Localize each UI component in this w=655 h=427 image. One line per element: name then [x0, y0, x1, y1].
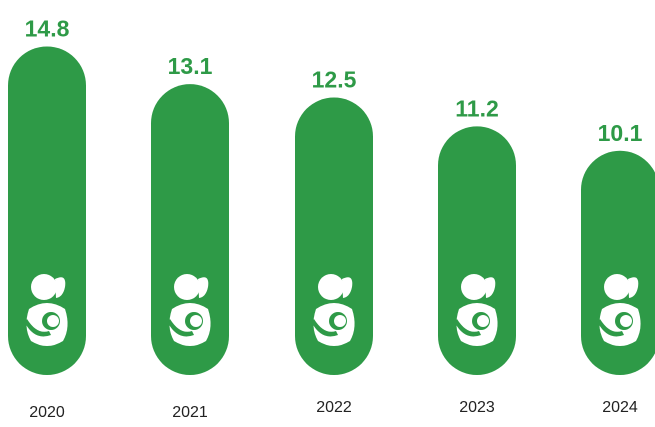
bar-group-2021: 13.1 2021: [151, 53, 229, 421]
year-label-2023: 2023: [459, 399, 495, 416]
bar-2021: [151, 84, 229, 376]
baby-head-shape: [190, 315, 202, 327]
year-label-2021: 2021: [172, 404, 208, 421]
value-label-2020: 14.8: [25, 15, 70, 41]
mother-ponytail-shape: [342, 277, 353, 298]
mother-head-shape: [174, 274, 200, 300]
mother-arm-cutout: [25, 319, 51, 337]
baby-head-shape: [334, 315, 346, 327]
baby-head-shape: [477, 315, 489, 327]
breastfeeding-mother-icon: [168, 274, 211, 346]
bar-group-2022: 12.5 2022: [295, 67, 373, 416]
value-label-2022: 12.5: [312, 67, 357, 93]
baby-head-shape: [47, 315, 59, 327]
mother-ponytail-shape: [55, 277, 66, 298]
breastfeeding-mother-icon: [598, 274, 641, 346]
mother-head-shape: [604, 274, 630, 300]
value-label-2023: 11.2: [455, 95, 499, 121]
breastfeeding-mother-icon: [312, 274, 355, 346]
value-label-2021: 13.1: [168, 53, 213, 79]
mother-ponytail-shape: [198, 277, 209, 298]
breastfeeding-mother-icon: [455, 274, 498, 346]
mother-head-shape: [318, 274, 344, 300]
bar-2022: [295, 97, 373, 375]
year-label-2020: 2020: [29, 404, 65, 421]
mother-arm-cutout: [312, 319, 338, 337]
mother-ponytail-shape: [485, 277, 496, 298]
bar-2020: [8, 46, 86, 375]
baby-head-shape: [620, 315, 632, 327]
bar-group-2020: 14.8 2020: [8, 15, 86, 421]
year-label-2022: 2022: [316, 399, 352, 416]
mother-head-shape: [461, 274, 487, 300]
bar-group-2024: 10.1 2024: [581, 120, 655, 416]
mother-head-shape: [31, 274, 57, 300]
bar-2023: [438, 126, 516, 375]
bar-group-2023: 11.2 2023: [438, 95, 516, 416]
mother-arm-cutout: [455, 319, 481, 337]
year-label-2024: 2024: [602, 399, 638, 416]
mother-arm-cutout: [598, 319, 624, 337]
breastfeeding-mother-icon: [25, 274, 68, 346]
value-label-2024: 10.1: [598, 120, 643, 146]
mother-arm-cutout: [168, 319, 194, 337]
mother-ponytail-shape: [628, 277, 639, 298]
